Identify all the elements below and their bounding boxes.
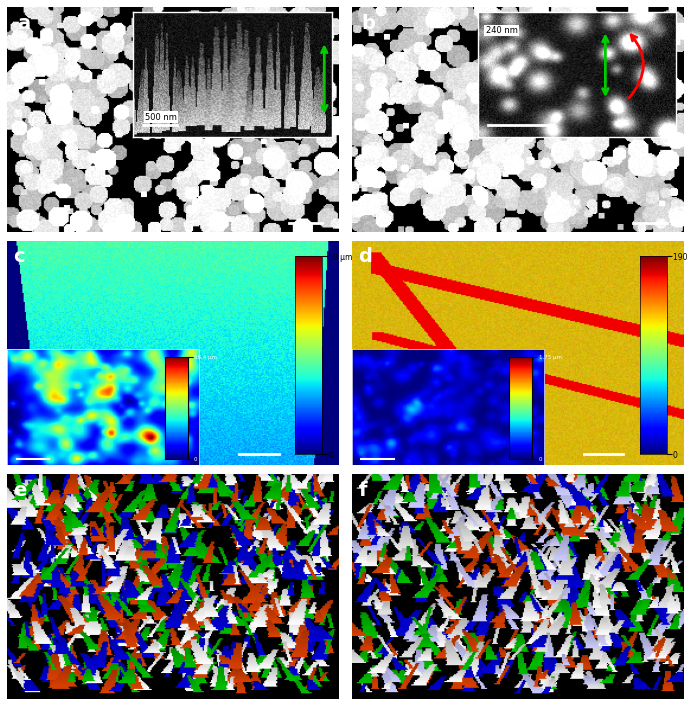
Text: d: d bbox=[358, 247, 372, 266]
Text: c: c bbox=[14, 247, 25, 266]
Text: b: b bbox=[362, 14, 375, 32]
Text: a: a bbox=[17, 14, 30, 32]
Text: e: e bbox=[14, 481, 27, 500]
Text: f: f bbox=[358, 481, 367, 500]
